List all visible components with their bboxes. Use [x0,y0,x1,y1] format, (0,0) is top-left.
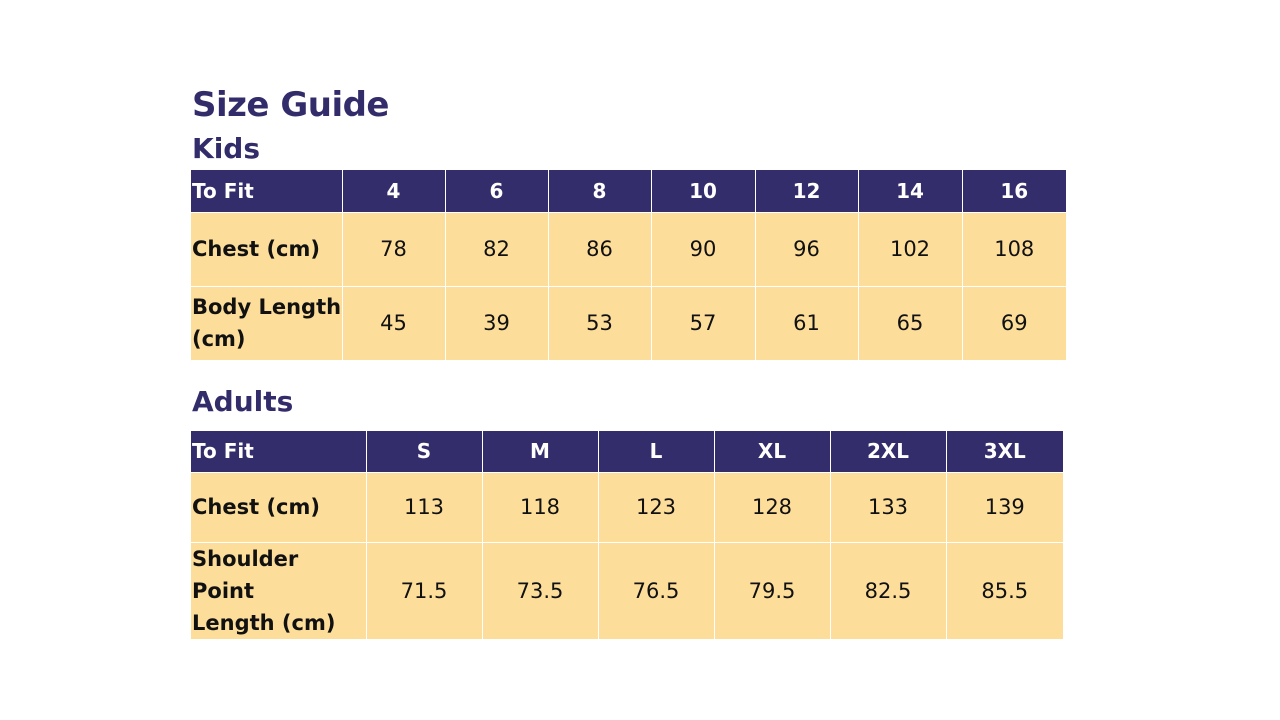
adults-chest-value: 128 [713,471,830,542]
kids-chest-label: Chest (cm) [191,211,342,286]
adults-header-size: 3XL [945,431,1063,472]
kids-body-length-value: 65 [857,285,962,360]
label-line: Length (cm) [192,610,336,635]
adults-shoulder-value: 73.5 [481,541,598,639]
adults-chest-value: 123 [597,471,714,542]
adults-shoulder-value: 82.5 [829,541,946,639]
kids-heading: Kids [192,132,261,165]
adults-shoulder-value: 85.5 [945,541,1063,639]
kids-header-size: 14 [857,170,962,212]
adults-header-size: 2XL [829,431,946,472]
kids-chest-value: 90 [650,211,755,286]
kids-header-to-fit: To Fit [191,170,342,212]
kids-chest-value: 78 [341,211,445,286]
kids-chest-value: 82 [444,211,548,286]
adults-header-to-fit: To Fit [191,431,366,472]
kids-header-size: 4 [341,170,445,212]
adults-chest-value: 113 [365,471,482,542]
label-line: Body Length [192,295,342,320]
kids-body-length-value: 57 [650,285,755,360]
adults-chest-value: 133 [829,471,946,542]
kids-header-size: 10 [650,170,755,212]
adults-chest-value: 118 [481,471,598,542]
kids-size-table: To Fit 4 6 8 10 12 14 16 Chest (cm) 78 8… [191,170,1066,360]
kids-header-row: To Fit 4 6 8 10 12 14 16 [191,170,1066,212]
kids-chest-value: 86 [547,211,651,286]
page-title: Size Guide [192,85,390,125]
kids-chest-value: 102 [857,211,962,286]
adults-chest-label: Chest (cm) [191,471,366,542]
adults-shoulder-value: 79.5 [713,541,830,639]
adults-header-size: XL [713,431,830,472]
kids-body-length-value: 61 [754,285,858,360]
kids-body-length-label: Body Length (cm) [191,285,342,360]
kids-body-length-value: 39 [444,285,548,360]
kids-header-size: 8 [547,170,651,212]
adults-header-size: M [481,431,598,472]
kids-body-length-row: Body Length (cm) 45 39 53 57 61 65 69 [191,285,1066,360]
adults-shoulder-label: Shoulder Point Length (cm) [191,541,366,639]
adults-chest-value: 139 [945,471,1063,542]
label-line: Shoulder Point [192,546,299,603]
adults-size-table: To Fit S M L XL 2XL 3XL Chest (cm) 113 1… [191,431,1063,639]
kids-chest-row: Chest (cm) 78 82 86 90 96 102 108 [191,211,1066,286]
kids-chest-value: 96 [754,211,858,286]
kids-chest-value: 108 [961,211,1066,286]
adults-header-row: To Fit S M L XL 2XL 3XL [191,431,1063,472]
kids-header-size: 12 [754,170,858,212]
label-line: (cm) [192,327,246,352]
adults-header-size: L [597,431,714,472]
kids-header-size: 6 [444,170,548,212]
adults-header-size: S [365,431,482,472]
adults-shoulder-row: Shoulder Point Length (cm) 71.5 73.5 76.5… [191,541,1063,639]
kids-body-length-value: 69 [961,285,1066,360]
kids-body-length-value: 45 [341,285,445,360]
adults-chest-row: Chest (cm) 113 118 123 128 133 139 [191,471,1063,542]
kids-body-length-value: 53 [547,285,651,360]
adults-shoulder-value: 76.5 [597,541,714,639]
kids-header-size: 16 [961,170,1066,212]
adults-shoulder-value: 71.5 [365,541,482,639]
adults-heading: Adults [192,385,294,418]
